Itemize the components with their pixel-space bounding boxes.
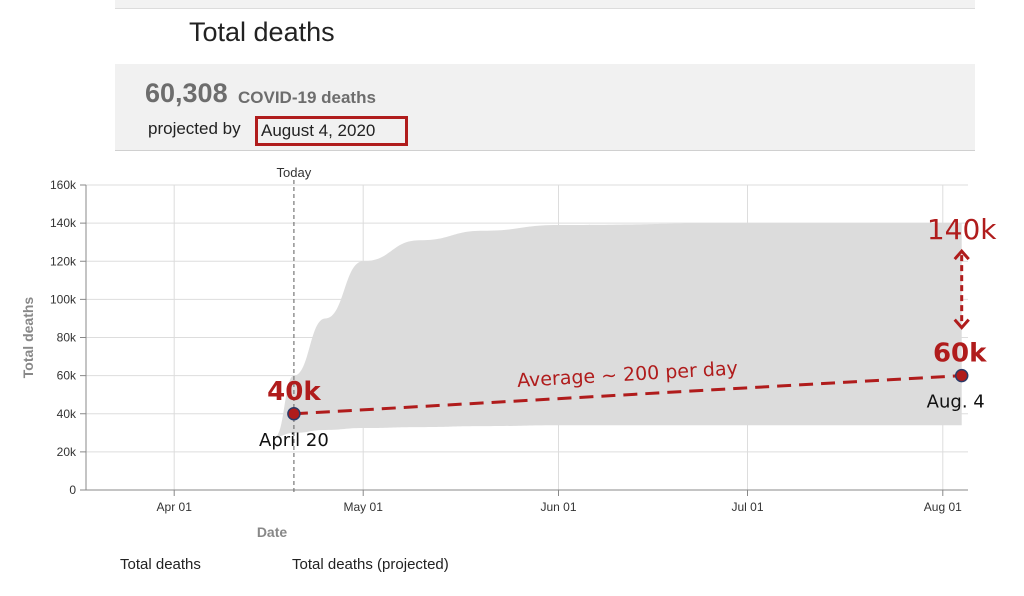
upper-label: 140k xyxy=(927,213,997,246)
today-label: Today xyxy=(277,165,312,180)
projection-band xyxy=(275,223,962,437)
data-point xyxy=(954,368,969,383)
data-point-date-label: April 20 xyxy=(259,430,329,451)
data-points: 40k April 20 60k Aug. 4 xyxy=(259,339,987,451)
page-title: Total deaths xyxy=(189,17,335,47)
x-tick-label: May 01 xyxy=(344,500,384,514)
average-trend-line xyxy=(293,374,962,416)
data-point-value-label: 60k xyxy=(933,339,987,369)
data-point-date-label: Aug. 4 xyxy=(927,392,985,413)
y-tick-label: 120k xyxy=(50,254,77,268)
projected-label: projected by xyxy=(148,119,241,138)
legend-item-total-deaths[interactable]: Total deaths xyxy=(120,556,201,573)
summary-panel: 60,308 COVID-19 deaths projected by Augu… xyxy=(115,64,975,151)
data-point-value-label: 40k xyxy=(267,377,321,407)
arrow-down-icon xyxy=(953,318,970,330)
y-tick-label: 160k xyxy=(50,178,77,192)
death-count: 60,308 xyxy=(145,78,228,108)
y-axis-label: Total deaths xyxy=(20,297,36,379)
legend-item-projected[interactable]: Total deaths (projected) xyxy=(292,556,449,573)
top-strip xyxy=(115,0,975,9)
y-tick-label: 0 xyxy=(69,483,76,497)
x-tick-label: Aug 01 xyxy=(924,500,962,514)
x-tick-label: Jun 01 xyxy=(540,500,576,514)
y-tick-label: 40k xyxy=(57,407,77,421)
arrow-up-icon xyxy=(953,248,970,261)
x-tick-label: Apr 01 xyxy=(157,500,193,514)
projected-date: August 4, 2020 xyxy=(255,116,408,146)
y-tick-label: 60k xyxy=(57,369,77,383)
axes: 0 20k 40k 60k 80k 100k 120k 140k 160k Apr 01 May 0… xyxy=(50,178,968,514)
death-unit: COVID-19 deaths xyxy=(238,88,376,107)
x-tick-label: Jul 01 xyxy=(731,500,763,514)
deaths-chart: 0 20k 40k 60k 80k 100k 120k 140k 160k Apr 01 May 0… xyxy=(20,165,997,540)
data-point xyxy=(287,407,301,421)
y-tick-label: 80k xyxy=(57,331,77,345)
y-tick-label: 100k xyxy=(50,292,77,306)
y-tick-label: 140k xyxy=(50,216,77,230)
y-tick-label: 20k xyxy=(57,445,77,459)
x-axis-label: Date xyxy=(257,524,288,540)
